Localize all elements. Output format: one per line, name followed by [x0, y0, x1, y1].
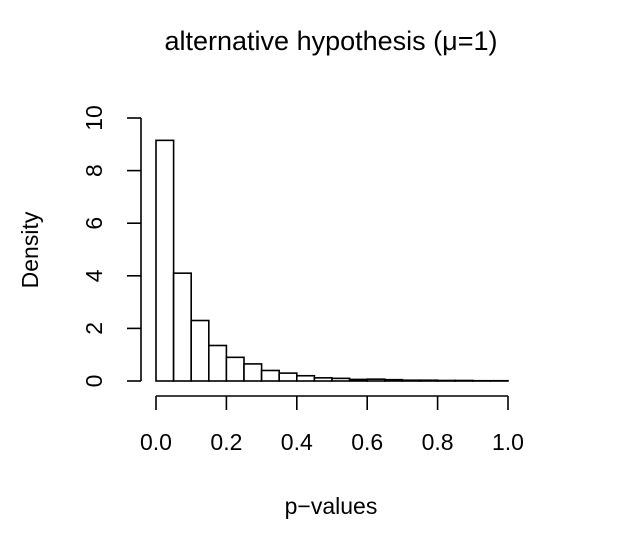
x-tick-label: 0.4 — [281, 429, 313, 455]
histogram-bar — [172, 272, 193, 382]
histogram-bar — [436, 379, 457, 382]
y-tick-label: 2 — [81, 322, 107, 335]
x-axis-label: p−values — [285, 493, 378, 519]
histogram-bar — [331, 377, 351, 382]
y-axis: 0 2 4 6 8 10 — [81, 105, 142, 388]
histogram-bar — [190, 319, 210, 382]
histogram-bar — [401, 379, 421, 382]
x-tick-label: 0.2 — [210, 429, 242, 455]
histogram-bar — [243, 363, 263, 382]
histogram-bar — [295, 374, 316, 382]
histogram-bar — [313, 377, 333, 382]
y-tick-label: 4 — [81, 269, 107, 282]
histogram-bar — [225, 356, 245, 382]
chart-title: alternative hypothesis (μ=1) — [165, 26, 498, 56]
histogram-bar — [155, 139, 175, 382]
y-tick-label: 0 — [81, 375, 107, 388]
x-tick-label: 0.8 — [422, 429, 454, 455]
histogram-bar — [348, 378, 369, 382]
x-axis: 0.0 0.2 0.4 0.6 0.8 1.0 — [140, 395, 524, 455]
x-tick-label: 0.6 — [351, 429, 383, 455]
histogram-bar — [454, 379, 474, 382]
histogram-bar — [260, 369, 281, 382]
y-tick-label: 6 — [81, 217, 107, 230]
y-axis-label: Density — [17, 211, 43, 288]
histogram-bar — [383, 378, 404, 382]
y-tick-label: 8 — [81, 164, 107, 177]
histogram-bar — [419, 379, 439, 382]
histogram-bar — [278, 372, 298, 382]
x-tick-label: 0.0 — [140, 429, 172, 455]
x-tick-label: 1.0 — [492, 429, 524, 455]
histogram-bar — [366, 378, 386, 382]
histogram-bar — [208, 344, 228, 382]
histogram-bars — [155, 139, 509, 382]
y-tick-label: 10 — [81, 105, 107, 131]
